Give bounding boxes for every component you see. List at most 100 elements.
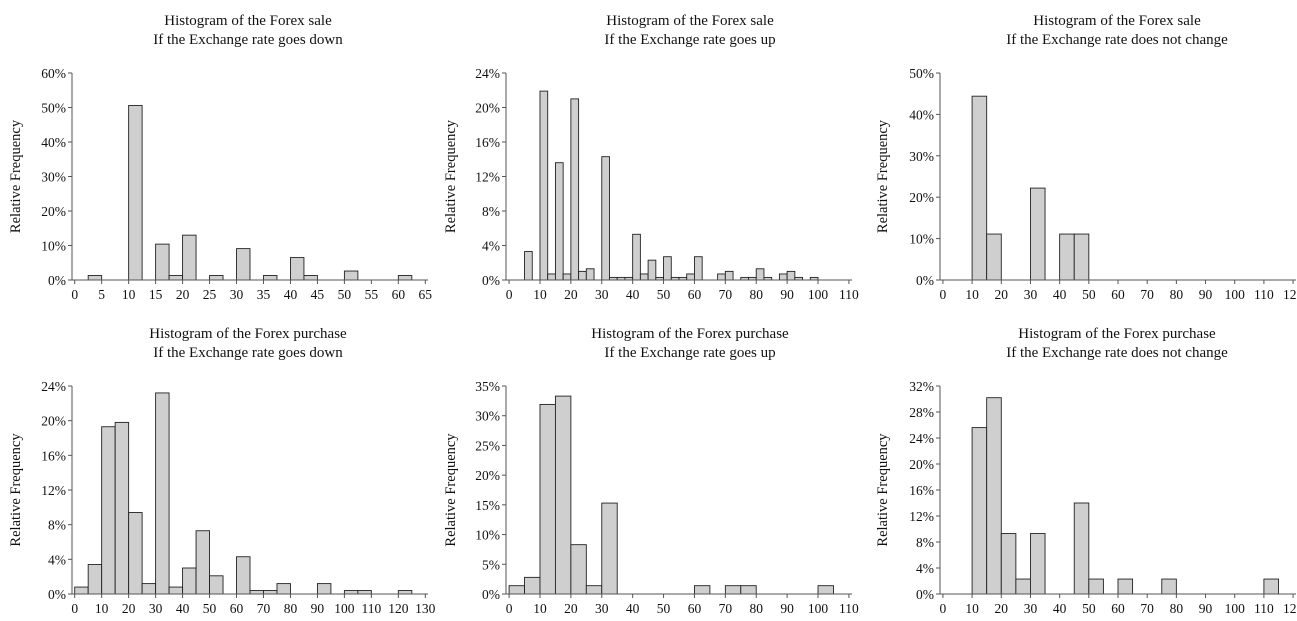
x-tick-label: 60 [1111,287,1125,302]
histogram-bar [87,275,103,281]
histogram-bar [986,233,1002,281]
histogram-bar [585,585,603,595]
x-tick-label: 110 [839,601,859,616]
histogram-bar [647,259,657,281]
y-axis-label: Relative Frequency [875,119,891,233]
x-tick-label: 5 [98,287,105,302]
x-tick-label: 70 [257,601,271,616]
x-tick-label: 80 [1170,601,1184,616]
x-tick-label: 110 [839,287,859,302]
histogram-bar [343,270,359,281]
y-tick-label: 30% [475,409,500,424]
histogram-bar [195,530,210,595]
histogram-bar [755,268,765,281]
x-tick-label: 40 [626,601,640,616]
x-tick-label: 30 [595,601,609,616]
histogram-bar [1161,578,1177,595]
histogram-bar [236,248,251,281]
chart-subtitle: If the Exchange rate goes up [604,32,775,48]
y-tick-label: 16% [475,135,500,150]
histogram-bar [168,586,184,595]
histogram-bar [554,395,572,595]
chart-title: Histogram of the Forex sale [606,13,774,29]
chart-subtitle: If the Exchange rate goes up [604,345,775,361]
histogram-bar [1030,187,1046,281]
x-tick-label: 60 [392,287,406,302]
x-tick-label: 90 [780,287,794,302]
histogram-bar [397,275,413,281]
x-tick-label: 30 [1024,287,1038,302]
y-tick-label: 30% [909,149,934,164]
y-tick-label: 10% [909,232,934,247]
histogram-bar [249,590,264,595]
x-tick-label: 15 [149,287,163,302]
histogram-bar [740,585,757,595]
y-tick-label: 50% [41,101,66,116]
x-tick-label: 0 [71,287,78,302]
histogram-bar [397,590,413,595]
y-tick-label: 40% [909,107,934,122]
y-tick-label: 20% [475,468,500,483]
y-tick-label: 20% [475,101,500,116]
chart-title: Histogram of the Forex sale [164,13,332,29]
x-tick-label: 90 [780,601,794,616]
y-tick-label: 5% [482,557,500,572]
x-tick-label: 0 [506,287,513,302]
histogram-bar [724,270,734,281]
x-tick-label: 30 [1024,601,1038,616]
histogram-bar [155,392,170,595]
histogram-bar [182,567,197,595]
x-tick-label: 25 [203,287,217,302]
x-tick-label: 40 [284,287,298,302]
x-tick-label: 50 [203,601,217,616]
x-tick-label: 40 [626,287,640,302]
x-tick-label: 10 [95,601,109,616]
histogram-bar [316,583,332,595]
histogram-bar [693,585,711,595]
x-tick-label: 60 [1111,601,1125,616]
x-tick-label: 90 [1199,287,1213,302]
histogram-bar [1073,233,1090,281]
x-tick-label: 50 [657,601,671,616]
x-tick-label: 90 [311,601,325,616]
histogram-bar [601,502,618,595]
histogram-bar [168,275,184,281]
y-tick-label: 8% [916,535,934,550]
y-axis-label: Relative Frequency [875,433,891,547]
x-tick-label: 30 [149,601,163,616]
histogram-bar [209,275,224,281]
x-tick-label: 110 [1254,287,1274,302]
y-axis-label: Relative Frequency [8,433,24,547]
histogram-panel: Histogram of the Forex sale If the Exchan… [875,13,1297,302]
y-axis-label: Relative Frequency [443,119,459,233]
histogram-bar [263,275,278,281]
x-tick-label: 65 [419,287,433,302]
x-tick-label: 130 [415,601,436,616]
y-tick-label: 4% [48,552,66,567]
x-tick-label: 10 [965,601,979,616]
histogram-bar [554,162,564,281]
histogram-bar [562,273,572,281]
histogram-bar [724,585,742,595]
y-tick-label: 30% [41,170,66,185]
x-tick-label: 30 [230,287,244,302]
y-tick-label: 32% [909,379,934,394]
histogram-bar [632,233,641,281]
x-tick-label: 70 [1140,601,1154,616]
histogram-bar [585,268,595,281]
x-tick-label: 100 [334,601,355,616]
y-tick-label: 0% [916,587,934,602]
histogram-bar [290,257,305,281]
histogram-bar [276,583,291,595]
x-tick-label: 20 [176,287,190,302]
y-tick-label: 16% [41,448,66,463]
x-tick-label: 35 [257,287,271,302]
histogram-bar [263,590,278,595]
histogram-bar [570,98,580,281]
chart-title: Histogram of the Forex purchase [1018,326,1216,342]
x-tick-label: 60 [230,601,244,616]
histogram-bar [128,512,143,595]
chart-subtitle: If the Exchange rate goes down [153,345,343,361]
histogram-bar [663,256,672,281]
x-tick-label: 0 [506,601,513,616]
